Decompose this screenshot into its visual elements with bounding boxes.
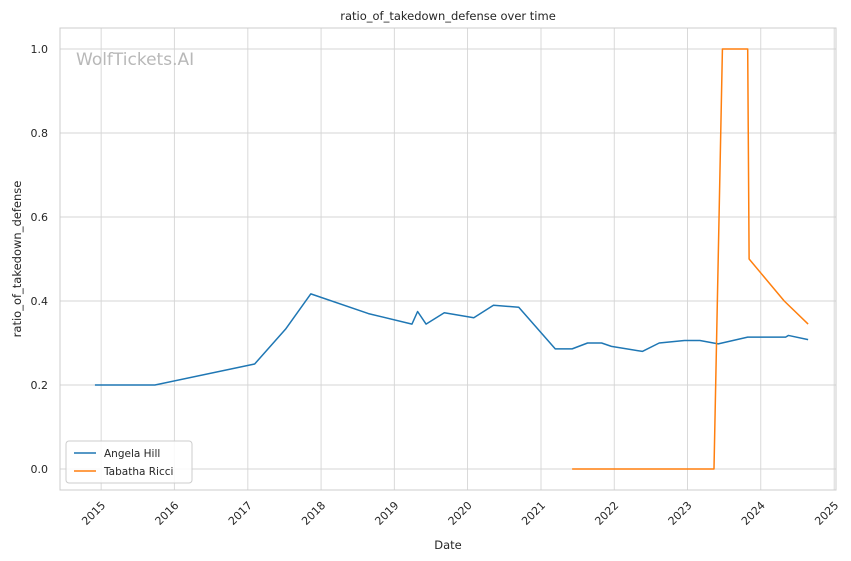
y-axis-label: ratio_of_takedown_defense: [10, 181, 24, 338]
y-tick-label: 0.0: [31, 463, 49, 476]
watermark: WolfTickets.AI: [76, 50, 194, 70]
y-tick-labels: 0.0 0.2 0.4 0.6 0.8 1.0: [31, 43, 49, 476]
plot-frame: [59, 27, 837, 491]
legend-label: Angela Hill: [104, 448, 160, 460]
series-line-angela-hill: [94, 293, 809, 386]
x-axis-label: Date: [434, 538, 462, 552]
chart-title: ratio_of_takedown_defense over time: [340, 9, 556, 23]
legend: Angela Hill Tabatha Ricci: [65, 440, 193, 484]
y-tick-label: 1.0: [31, 43, 49, 56]
legend-box: [65, 440, 193, 484]
series-line-tabatha-ricci: [572, 48, 809, 470]
y-tick-label: 0.4: [31, 295, 49, 308]
y-tick-label: 0.6: [31, 211, 49, 224]
y-tick-label: 0.2: [31, 379, 49, 392]
legend-label: Tabatha Ricci: [103, 466, 173, 478]
series-layer: [94, 48, 809, 470]
y-tick-label: 0.8: [31, 127, 49, 140]
grid: [60, 28, 836, 490]
